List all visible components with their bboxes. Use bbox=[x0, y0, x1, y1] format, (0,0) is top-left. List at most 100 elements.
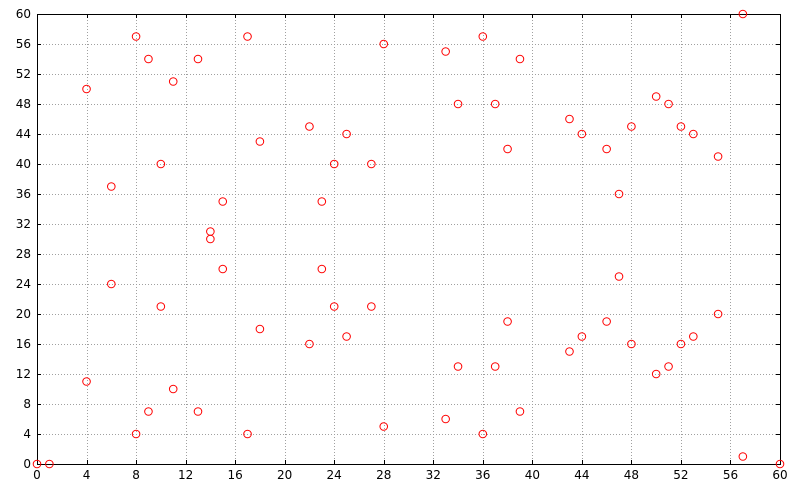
y-tick-label: 32 bbox=[16, 217, 31, 231]
data-point bbox=[107, 182, 116, 191]
x-tick-label: 36 bbox=[475, 468, 490, 482]
data-point bbox=[453, 99, 463, 109]
y-tick-label: 36 bbox=[16, 187, 31, 201]
data-point bbox=[664, 362, 673, 371]
data-point bbox=[218, 197, 228, 206]
data-point bbox=[255, 137, 265, 146]
data-points bbox=[32, 9, 785, 469]
x-tick-label: 8 bbox=[132, 468, 140, 482]
data-point bbox=[713, 309, 723, 319]
x-tick-label: 32 bbox=[426, 468, 441, 482]
x-tick-label: 28 bbox=[376, 468, 391, 482]
data-point bbox=[107, 279, 116, 289]
data-point bbox=[676, 339, 686, 349]
data-point bbox=[367, 159, 376, 169]
data-point bbox=[206, 234, 215, 244]
y-tick-label: 56 bbox=[16, 37, 31, 51]
y-tick-label: 60 bbox=[16, 7, 31, 21]
data-point bbox=[218, 264, 228, 274]
y-tick-label: 28 bbox=[16, 247, 31, 261]
grid bbox=[37, 14, 781, 465]
x-tick-label: 16 bbox=[227, 468, 242, 482]
data-point bbox=[305, 122, 314, 131]
data-point bbox=[82, 84, 91, 94]
data-point bbox=[193, 407, 203, 416]
data-point bbox=[131, 429, 141, 439]
data-point bbox=[602, 317, 611, 326]
x-tick-label: 52 bbox=[673, 468, 688, 482]
data-point bbox=[144, 54, 153, 64]
y-tick-label: 12 bbox=[16, 367, 31, 381]
data-point bbox=[379, 422, 389, 431]
x-tick-label: 12 bbox=[178, 468, 193, 482]
data-point bbox=[515, 407, 525, 416]
data-point bbox=[453, 362, 463, 371]
x-tick-label: 40 bbox=[525, 468, 540, 482]
data-point bbox=[627, 339, 636, 349]
data-point bbox=[565, 347, 574, 356]
data-point bbox=[627, 122, 636, 131]
x-tick-label: 24 bbox=[327, 468, 342, 482]
data-point bbox=[738, 9, 748, 19]
data-point bbox=[317, 197, 327, 206]
data-point bbox=[45, 459, 54, 469]
data-point bbox=[478, 32, 488, 41]
data-point bbox=[441, 414, 450, 424]
data-point bbox=[565, 114, 574, 124]
data-point bbox=[329, 159, 339, 169]
data-point bbox=[156, 302, 166, 311]
x-tick-label: 0 bbox=[33, 468, 41, 482]
data-point bbox=[490, 362, 500, 371]
y-tick-label: 40 bbox=[16, 157, 31, 171]
plot-frame bbox=[37, 14, 781, 465]
data-point bbox=[689, 332, 698, 341]
x-tick-label: 60 bbox=[772, 468, 787, 482]
x-tick-label: 56 bbox=[723, 468, 738, 482]
data-point bbox=[168, 384, 178, 394]
data-point bbox=[305, 339, 314, 349]
x-tick-label: 48 bbox=[624, 468, 639, 482]
data-point bbox=[317, 264, 327, 274]
data-point bbox=[689, 129, 698, 139]
y-tick-label: 52 bbox=[16, 67, 31, 81]
data-point bbox=[367, 302, 376, 311]
x-tick-label: 44 bbox=[574, 468, 589, 482]
axes bbox=[37, 14, 781, 465]
y-tick-label: 8 bbox=[23, 397, 31, 411]
x-tick-label: 20 bbox=[277, 468, 292, 482]
data-point bbox=[614, 189, 624, 199]
y-tick-label: 16 bbox=[16, 337, 31, 351]
data-point bbox=[243, 32, 252, 41]
data-point bbox=[738, 452, 748, 461]
data-point bbox=[503, 317, 512, 326]
x-tick-label: 4 bbox=[83, 468, 91, 482]
data-point bbox=[156, 159, 166, 169]
data-point bbox=[32, 459, 42, 469]
data-point bbox=[144, 407, 153, 416]
data-point bbox=[515, 54, 525, 64]
data-point bbox=[775, 459, 785, 469]
y-tick-label: 24 bbox=[16, 277, 31, 291]
data-point bbox=[478, 429, 488, 439]
data-point bbox=[503, 144, 512, 154]
data-point bbox=[342, 332, 351, 341]
data-point bbox=[664, 99, 673, 109]
y-tick-label: 44 bbox=[16, 127, 31, 141]
data-point bbox=[614, 272, 624, 281]
data-point bbox=[602, 144, 611, 154]
y-tick-label: 20 bbox=[16, 307, 31, 321]
data-point bbox=[713, 152, 723, 161]
tick-labels: 0 4 8 12 16 20 24 28 32 36 40 44 48 52 56 6004812162024… bbox=[16, 7, 788, 482]
data-point bbox=[342, 129, 351, 139]
data-point bbox=[577, 129, 587, 139]
data-point bbox=[379, 39, 389, 49]
data-point bbox=[193, 54, 203, 64]
data-point bbox=[676, 122, 686, 131]
y-tick-label: 48 bbox=[16, 97, 31, 111]
data-point bbox=[255, 324, 265, 334]
data-point bbox=[651, 92, 661, 101]
data-point bbox=[243, 429, 252, 439]
